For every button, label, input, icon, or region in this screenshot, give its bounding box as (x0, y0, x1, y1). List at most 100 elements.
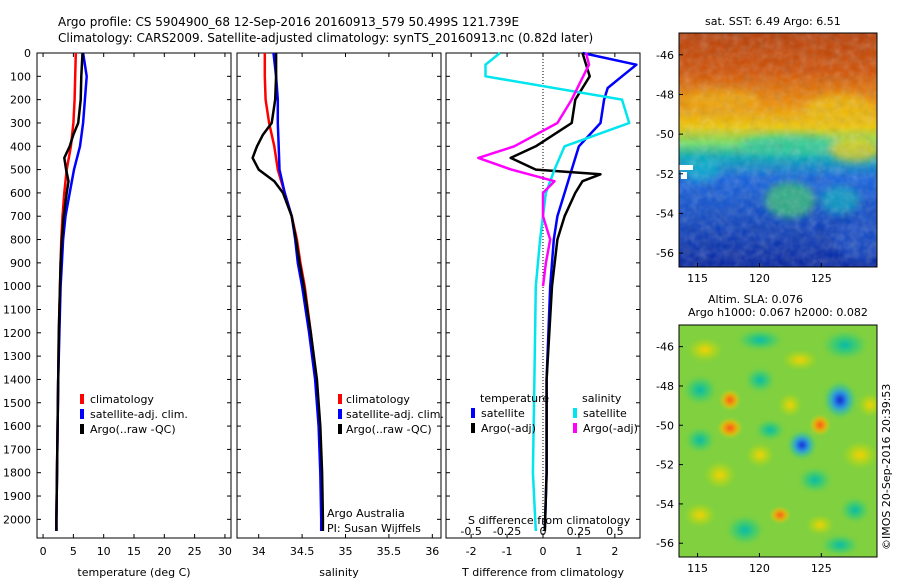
salinity-legend: climatology satellite-adj. clim. Argo(..… (327, 393, 444, 535)
top-tick-label: 0.5 (606, 525, 624, 538)
y-tick-label: 1200 (3, 327, 31, 340)
legend-label-climatology: climatology (90, 393, 154, 406)
map-y-tick-label: -50 (656, 419, 674, 432)
y-tick-label: 2000 (3, 513, 31, 526)
x-tick-label: -1 (502, 545, 513, 558)
sst-map-title: sat. SST: 6.49 Argo: 6.51 (705, 15, 841, 28)
credit-text: Argo Australia (327, 507, 405, 520)
sst-missing-data (679, 165, 693, 170)
pi-text: PI: Susan Wijffels (327, 522, 421, 535)
x-tick-label: 5 (70, 545, 77, 558)
map-frame (678, 324, 878, 558)
map-y-tick-label: -54 (656, 207, 674, 220)
legend-title-salinity: salinity (582, 392, 622, 405)
y-tick-label: 1000 (3, 280, 31, 293)
y-tick-label: 400 (10, 140, 31, 153)
map-x-tick-label: 115 (687, 562, 708, 575)
x-tick-label: -2 (466, 545, 477, 558)
x-axis-label: salinity (319, 566, 359, 579)
legend-title-temperature: temperature (480, 392, 549, 405)
sst-missing-data (681, 172, 687, 179)
y-tick-label: 1500 (3, 397, 31, 410)
y-tick-label: 600 (10, 187, 31, 200)
difference-legend: temperature salinity satellite Argo(-adj… (468, 392, 638, 527)
map-y-tick-label: -56 (656, 537, 674, 550)
sst-map (679, 33, 877, 267)
map-x-tick-label: 120 (749, 272, 770, 285)
series-line-3 (477, 52, 591, 287)
legend-label-climatology: climatology (346, 393, 410, 406)
y-tick-label: 1400 (3, 373, 31, 386)
y-tick-label: 1600 (3, 420, 31, 433)
legend-swatch-climatology (80, 394, 84, 404)
y-tick-label: 0 (24, 47, 31, 60)
map-y-tick-label: -46 (656, 341, 674, 354)
top-tick-label: -0.25 (493, 525, 521, 538)
map-y-tick-label: -56 (656, 247, 674, 260)
legend-swatch-argo (338, 424, 342, 434)
sla-map-title-line1: Altim. SLA: 0.076 (708, 293, 803, 306)
temperature-legend: climatology satellite-adj. clim. Argo(..… (80, 393, 188, 436)
y-tick-label: 100 (10, 70, 31, 83)
map-y-tick-label: -52 (656, 459, 674, 472)
map-y-tick-label: -48 (656, 380, 674, 393)
x-tick-label: 15 (127, 545, 141, 558)
map-x-tick-label: 125 (811, 562, 832, 575)
x-tick-label: 34.5 (290, 545, 315, 558)
legend-label-argo: Argo(..raw -QC) (346, 423, 432, 436)
legend-label-t-satellite: satellite (481, 407, 525, 420)
sst-texture (679, 33, 877, 267)
y-tick-label: 1300 (3, 350, 31, 363)
legend-swatch-argo (80, 424, 84, 434)
series-line-2 (55, 52, 84, 531)
series-line-1 (272, 52, 323, 531)
x-axis-label: T difference from climatology (461, 566, 624, 579)
x-tick-label: 2 (611, 545, 618, 558)
series-line-0 (263, 53, 324, 531)
x-tick-label: 1 (575, 545, 582, 558)
header-line2: Climatology: CARS2009. Satellite-adjuste… (58, 31, 593, 45)
y-tick-label: 200 (10, 94, 31, 107)
x-tick-label: 0 (540, 545, 547, 558)
legend-label-s-argo: Argo(-adj) (583, 422, 638, 435)
map-y-tick-label: -54 (656, 498, 674, 511)
sla-map (679, 325, 877, 557)
y-tick-label: 700 (10, 210, 31, 223)
x-tick-label: 0 (40, 545, 47, 558)
x-tick-label: 30 (218, 545, 232, 558)
y-tick-label: 1900 (3, 490, 31, 503)
y-tick-label: 800 (10, 234, 31, 247)
y-tick-label: 900 (10, 257, 31, 270)
x-tick-label: 35.5 (377, 545, 402, 558)
top-tick-label: 0.25 (567, 525, 592, 538)
legend-swatch-satellite (80, 409, 84, 419)
map-x-tick-label: 115 (687, 272, 708, 285)
series-line-1 (509, 52, 602, 532)
plot-frame (36, 52, 232, 539)
sla-map-title-line2: Argo h1000: 0.067 h2000: 0.082 (688, 306, 868, 319)
map-y-tick-label: -46 (656, 49, 674, 62)
y-tick-label: 500 (10, 164, 31, 177)
legend-swatch-t-satellite (471, 408, 475, 418)
legend-label-argo: Argo(..raw -QC) (90, 423, 176, 436)
series-line-2 (251, 53, 325, 531)
legend-swatch-s-satellite (573, 408, 577, 418)
header-line1: Argo profile: CS 5904900_68 12-Sep-2016 … (58, 15, 519, 29)
sla-map-axes: 115 120 125 -46 -48 -50 -52 -54 -56 (656, 324, 878, 575)
legend-label-satellite: satellite-adj. clim. (346, 408, 444, 421)
x-tick-label: 20 (157, 545, 171, 558)
x-axis-label: temperature (deg C) (77, 566, 190, 579)
y-tick-label: 1800 (3, 467, 31, 480)
x-tick-label: 34 (252, 545, 266, 558)
legend-swatch-s-argo (573, 423, 577, 433)
series-line-2 (484, 52, 631, 532)
x-tick-label: 25 (188, 545, 202, 558)
map-frame (678, 32, 878, 268)
top-tick-label: -0.5 (460, 525, 481, 538)
x-tick-label: 35 (339, 545, 353, 558)
top-axis-label: S difference from climatology (468, 514, 631, 527)
map-x-tick-label: 125 (811, 272, 832, 285)
map-x-tick-label: 120 (749, 562, 770, 575)
difference-panel: -2 -1 0 1 2 T difference from climatology -0.5… (445, 51, 641, 579)
